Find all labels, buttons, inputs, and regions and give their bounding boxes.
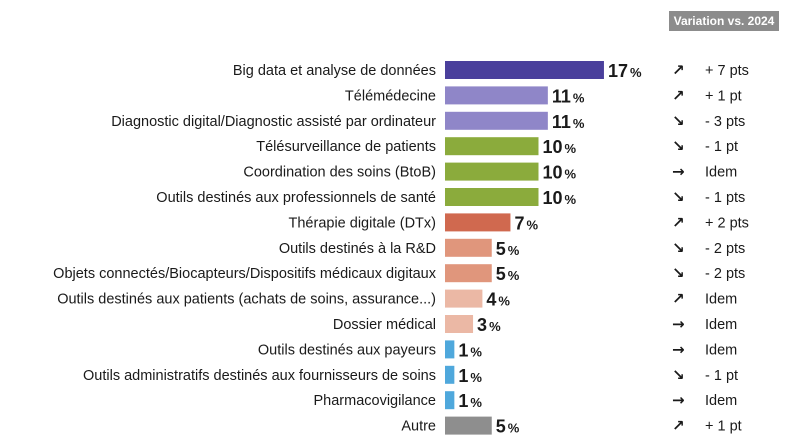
variation-arrow-icon: ↗ <box>672 213 685 231</box>
category-label: Diagnostic digital/Diagnostic assisté pa… <box>111 114 436 130</box>
category-label: Objets connectés/Biocapteurs/Dispositifs… <box>53 266 437 282</box>
variation-arrow-icon: ↗ <box>672 61 685 79</box>
data-label: 1% <box>458 340 482 360</box>
variation-text: - 1 pt <box>705 368 738 384</box>
variation-arrow-icon: ↘ <box>672 137 685 155</box>
variation-text: Idem <box>705 317 737 333</box>
variation-arrow-icon: ↘ <box>672 112 685 130</box>
bar <box>445 416 492 435</box>
variation-arrow-icon: ↘ <box>672 366 685 384</box>
bar <box>445 340 455 359</box>
variation-text: - 3 pts <box>705 114 745 130</box>
variation-text: Idem <box>705 165 737 181</box>
variation-text: + 1 pt <box>705 419 742 435</box>
category-label: Outils destinés à la R&D <box>279 241 436 257</box>
data-label: 10% <box>543 188 577 208</box>
data-label: 5% <box>496 417 520 437</box>
category-label: Télémédecine <box>345 88 436 104</box>
bar <box>445 162 539 181</box>
variation-text: - 2 pts <box>705 266 745 282</box>
bar <box>445 61 604 79</box>
category-label: Outils destinés aux professionnels de sa… <box>156 190 436 206</box>
data-label: 1% <box>458 366 482 386</box>
bar <box>445 391 455 410</box>
data-label: 5% <box>496 239 520 259</box>
bar <box>445 86 548 105</box>
bar <box>445 137 539 156</box>
category-label: Autre <box>401 419 436 435</box>
data-label: 11% <box>552 112 585 132</box>
category-label: Outils destinés aux patients (achats de … <box>57 292 436 308</box>
variation-arrow-icon: ↘ <box>672 188 685 206</box>
variation-arrow-icon: ↗ <box>672 290 685 308</box>
data-label: 7% <box>514 213 538 233</box>
data-label: 1% <box>458 391 482 411</box>
bar <box>445 289 483 308</box>
data-label: 5% <box>496 264 520 284</box>
variation-arrow-icon: ↗ <box>672 417 685 435</box>
category-label: Pharmacovigilance <box>313 393 436 409</box>
variation-text: + 1 pt <box>705 88 742 104</box>
variation-text: Idem <box>705 393 737 409</box>
variation-text: + 2 pts <box>705 215 749 231</box>
variation-arrow-icon: → <box>672 340 685 358</box>
category-label: Coordination des soins (BtoB) <box>243 165 436 181</box>
data-label: 4% <box>486 290 510 310</box>
variation-text: - 1 pts <box>705 190 745 206</box>
category-label: Télésurveillance de patients <box>256 139 436 155</box>
bar <box>445 315 474 333</box>
variation-text: Idem <box>705 292 737 308</box>
category-label: Thérapie digitale (DTx) <box>289 215 436 231</box>
category-label: Outils administratifs destinés aux fourn… <box>83 368 436 384</box>
bar <box>445 213 511 232</box>
variation-text: + 7 pts <box>705 63 749 79</box>
bar <box>445 365 455 384</box>
category-label: Outils destinés aux payeurs <box>258 342 436 358</box>
variation-arrow-icon: → <box>672 391 685 409</box>
data-label: 11% <box>552 86 585 106</box>
bar <box>445 111 548 130</box>
variation-arrow-icon: ↘ <box>672 239 685 257</box>
data-label: 10% <box>543 163 577 183</box>
category-label: Dossier médical <box>333 317 436 333</box>
variation-arrow-icon: ↘ <box>672 264 685 282</box>
data-label: 3% <box>477 315 501 335</box>
category-label: Big data et analyse de données <box>233 63 436 79</box>
bar <box>445 264 492 283</box>
variation-arrow-icon: ↗ <box>672 86 685 104</box>
variation-arrow-icon: → <box>672 315 685 333</box>
variation-text: - 2 pts <box>705 241 745 257</box>
variation-text: Idem <box>705 342 737 358</box>
data-label: 17% <box>608 61 642 81</box>
data-label: 10% <box>543 137 577 157</box>
variation-arrow-icon: → <box>672 163 685 181</box>
bar <box>445 188 539 206</box>
variation-text: - 1 pt <box>705 139 738 155</box>
bar <box>445 238 492 257</box>
variation-header: Variation vs. 2024 <box>669 11 779 31</box>
